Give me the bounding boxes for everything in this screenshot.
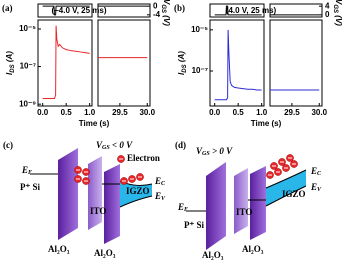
ev-label: EV bbox=[310, 182, 322, 193]
legend-label: Electron bbox=[127, 153, 160, 163]
x-axis-label: Time (s) bbox=[251, 119, 282, 128]
oxide-label: Al₂O₃ bbox=[48, 244, 70, 254]
y2-tick-label: 4 bbox=[325, 1, 330, 10]
x-tick-label: 0.5 bbox=[61, 108, 73, 117]
band-edges bbox=[265, 169, 307, 207]
y-axis-label-rest: (A) bbox=[177, 51, 186, 65]
x-tick-label: 30.0 bbox=[311, 108, 327, 117]
x-tick-label: 1.0 bbox=[256, 108, 268, 117]
ec-label: EC bbox=[154, 176, 166, 187]
y-axis-label: IDS (A) bbox=[5, 51, 15, 75]
substrate-label: P⁺ Si bbox=[184, 220, 205, 230]
y-tick-label: 10⁻⁷ bbox=[20, 62, 36, 71]
diagram-d: (d) VGS > 0 V EF P⁺ Si IGZO EC EV ITO Al… bbox=[175, 140, 322, 260]
y2-axis-label: VGS (V) bbox=[332, 0, 342, 26]
x-tick-label: 29.5 bbox=[112, 108, 128, 117]
y2-tick-label: 0 bbox=[325, 10, 330, 19]
oxide-slab bbox=[58, 148, 78, 240]
y-axis-label-main: I bbox=[177, 72, 186, 75]
panel-label: (b) bbox=[174, 3, 185, 13]
y-axis-label-sub: DS bbox=[182, 64, 188, 72]
y-axis-label-sub: DS bbox=[10, 64, 16, 72]
igzo-band bbox=[120, 181, 152, 207]
y-tick-label: 10⁻⁵ bbox=[191, 25, 208, 34]
diagram-c: (c) VGS < 0 V EF P⁺ Si Electron IGZO EC … bbox=[3, 140, 166, 258]
y-tick-label: 10⁻⁹ bbox=[19, 99, 36, 108]
channel-label: IGZO bbox=[126, 186, 150, 196]
ito-slab bbox=[234, 168, 248, 234]
y-tick-label: 10⁻⁷ bbox=[192, 66, 208, 75]
oxide-label: Al₂O₃ bbox=[242, 244, 264, 254]
annotation: (−4.0 V, 25 ms) bbox=[51, 6, 106, 15]
oxide-label: Al₂O₃ bbox=[202, 250, 224, 260]
plot-frame bbox=[97, 19, 151, 107]
y-axis-label-rest: (A) bbox=[5, 51, 14, 65]
fermi-label: EF bbox=[177, 202, 188, 213]
panel-label: (a) bbox=[2, 3, 13, 13]
panel-label: (d) bbox=[175, 140, 186, 150]
y2-axis-label-main: V bbox=[334, 0, 342, 5]
series-line bbox=[214, 29, 320, 101]
substrate-label: P⁺ Si bbox=[20, 182, 41, 192]
ito-label: ITO bbox=[90, 206, 106, 216]
y2-tick-label: -4 bbox=[153, 10, 161, 19]
x-tick-label: 29.5 bbox=[284, 108, 300, 117]
series-line bbox=[42, 25, 148, 100]
bias-label: VGS < 0 V bbox=[96, 140, 133, 151]
igzo-band bbox=[266, 170, 306, 206]
x-tick-label: 0.5 bbox=[233, 108, 245, 117]
y-tick-label: 10⁻⁵ bbox=[19, 24, 36, 33]
plot-frame bbox=[37, 19, 93, 107]
ec-label: EC bbox=[310, 166, 322, 177]
ito-slab bbox=[88, 156, 102, 230]
x-tick-label: 0.0 bbox=[209, 108, 221, 117]
y-axis-label: IDS (A) bbox=[177, 51, 187, 75]
x-tick-label: 1.0 bbox=[84, 108, 96, 117]
oxide-slab bbox=[104, 164, 120, 244]
ito-label: ITO bbox=[236, 207, 252, 217]
y2-axis-label-rest: (V) bbox=[334, 13, 342, 26]
x-axis-label: Time (s) bbox=[79, 119, 110, 128]
pulse-frame bbox=[37, 3, 93, 18]
x-tick-label: 30.0 bbox=[139, 108, 155, 117]
bias-label: VGS > 0 V bbox=[196, 146, 233, 157]
y-axis-label-main: I bbox=[5, 72, 14, 75]
y2-tick-label: 0 bbox=[153, 1, 158, 10]
oxide-slab bbox=[206, 162, 226, 250]
channel-label: IGZO bbox=[282, 189, 306, 199]
annotation: (4.0 V, 25 ms) bbox=[226, 6, 277, 15]
panel-label: (c) bbox=[3, 140, 13, 150]
y2-axis-label-rest: (V) bbox=[162, 13, 171, 26]
oxide-label: Al₂O₃ bbox=[94, 248, 116, 258]
x-tick-label: 0.0 bbox=[37, 108, 49, 117]
plot-frame bbox=[209, 19, 265, 107]
pulse-frame bbox=[269, 3, 323, 18]
oxide-slab bbox=[250, 166, 266, 240]
pulse-frame bbox=[209, 3, 265, 18]
series-line bbox=[214, 5, 320, 16]
y2-axis-label-sub: GS bbox=[160, 4, 166, 13]
y2-axis-label-sub: GS bbox=[332, 4, 338, 13]
y2-axis-label: VGS (V) bbox=[160, 0, 170, 26]
y2-axis-label-main: V bbox=[162, 0, 171, 5]
plot-frame bbox=[269, 19, 323, 107]
fermi-label: EF bbox=[21, 165, 32, 176]
series-line bbox=[42, 5, 148, 16]
ev-label: EV bbox=[154, 191, 166, 202]
pulse-frame bbox=[97, 3, 151, 18]
